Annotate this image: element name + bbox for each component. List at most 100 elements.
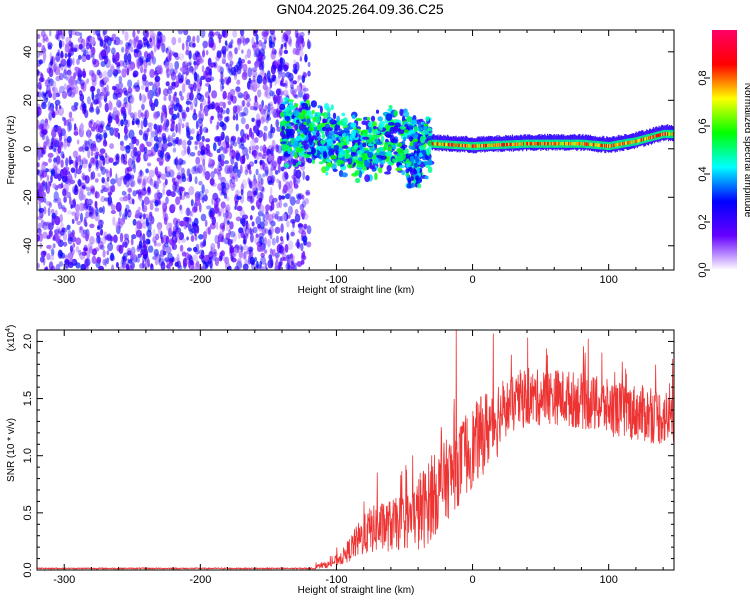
heatmap-cell [63, 83, 67, 91]
heatmap-cell [310, 147, 316, 155]
heatmap-cell [197, 164, 204, 174]
heatmap-cell [147, 187, 151, 193]
heatmap-cell [169, 222, 173, 228]
heatmap-cell [188, 65, 194, 74]
heatmap-cell [38, 71, 43, 76]
heatmap-cell [90, 102, 94, 112]
heatmap-cell [207, 95, 211, 106]
heatmap-cell [52, 243, 56, 249]
heatmap-cell [269, 248, 273, 254]
heatmap-cell [425, 116, 430, 122]
heatmap-cell [116, 61, 121, 67]
heatmap-cell [305, 191, 311, 196]
heatmap-cell [351, 114, 356, 120]
heatmap-cell [175, 220, 179, 231]
heatmap-cell [93, 147, 99, 152]
colorbar: 0.0 0.2 0.4 0.6 0.8 Normalized spectral ampl… [697, 30, 750, 278]
heatmap-cell [81, 100, 85, 109]
heatmap-cell [57, 197, 62, 206]
heatmap-cell [145, 168, 149, 174]
heatmap-cell [369, 165, 376, 170]
heatmap-cell [229, 221, 234, 230]
heatmap-cell [294, 30, 299, 39]
heatmap-cell [390, 138, 398, 144]
heatmap-cell [220, 250, 225, 257]
heatmap-cell [127, 250, 132, 256]
heatmap-cell [97, 33, 101, 41]
heatmap-cell [202, 231, 207, 241]
heatmap-cell [249, 215, 253, 221]
heatmap-cell [254, 95, 258, 103]
heatmap-cell [52, 147, 57, 152]
heatmap-cell [68, 155, 72, 166]
heatmap-cell [172, 96, 176, 106]
heatmap-cell [321, 133, 326, 140]
heatmap-cell [154, 79, 161, 89]
heatmap-cell [118, 39, 124, 45]
heatmap-cell [124, 214, 128, 220]
spectrogram-y-label: Frequency (Hz) [6, 116, 17, 185]
heatmap-cell [226, 196, 230, 201]
heatmap-cell [262, 83, 268, 91]
heatmap-cell [67, 252, 74, 260]
x-tick-label: -300 [53, 574, 75, 586]
heatmap-cell [213, 168, 218, 175]
heatmap-cell [251, 117, 255, 123]
heatmap-cell [325, 171, 329, 176]
heatmap-cell [153, 248, 159, 257]
heatmap-cell [198, 110, 202, 118]
heatmap-cell [270, 186, 273, 196]
heatmap-cell [276, 178, 280, 183]
heatmap-cell [255, 33, 259, 42]
heatmap-cell [263, 249, 268, 254]
heatmap-cell [413, 125, 419, 132]
heatmap-cell [403, 136, 407, 142]
heatmap-cell [85, 211, 90, 219]
heatmap-cell [279, 236, 284, 242]
heatmap-cell [301, 141, 307, 146]
heatmap-cell [408, 125, 414, 130]
heatmap-cell [291, 90, 296, 97]
heatmap-cell [265, 204, 271, 211]
heatmap-cell [263, 236, 267, 246]
heatmap-cell [78, 154, 82, 162]
heatmap-cell [243, 106, 249, 117]
heatmap-cell [220, 71, 224, 80]
heatmap-cell [197, 122, 204, 128]
heatmap-cell [220, 78, 225, 86]
heatmap-cell [164, 257, 170, 262]
heatmap-cell [124, 167, 130, 176]
heatmap-cell [322, 119, 328, 123]
heatmap-cell [176, 139, 180, 146]
heatmap-cell [138, 195, 143, 202]
heatmap-cell [307, 70, 311, 77]
heatmap-cell [200, 213, 207, 222]
heatmap-cell [280, 91, 285, 96]
y-tick-label: -40 [22, 238, 34, 254]
heatmap-cell [385, 151, 393, 157]
heatmap-cell [199, 58, 204, 64]
heatmap-cell [91, 248, 97, 256]
snr-y-label: SNR (10 * v/v) [6, 418, 17, 482]
heatmap-cell [302, 170, 306, 181]
heatmap-cell [91, 90, 95, 101]
heatmap-cell [179, 194, 186, 201]
heatmap-cell [199, 125, 203, 136]
heatmap-cell [165, 68, 171, 77]
heatmap-cell [113, 72, 118, 78]
heatmap-cell [217, 113, 223, 122]
heatmap-cell [58, 63, 62, 68]
heatmap-cell [132, 147, 137, 152]
heatmap-cell [90, 53, 95, 59]
heatmap-cell [283, 171, 288, 179]
heatmap-cell [83, 47, 87, 57]
heatmap-cell [303, 223, 308, 230]
heatmap-cell [286, 109, 289, 113]
heatmap-cell [342, 145, 349, 149]
heatmap-cell [120, 119, 124, 127]
heatmap-cell [152, 228, 156, 238]
heatmap-cell [195, 133, 202, 142]
heatmap-cell [288, 193, 292, 203]
heatmap-cell [156, 40, 161, 49]
